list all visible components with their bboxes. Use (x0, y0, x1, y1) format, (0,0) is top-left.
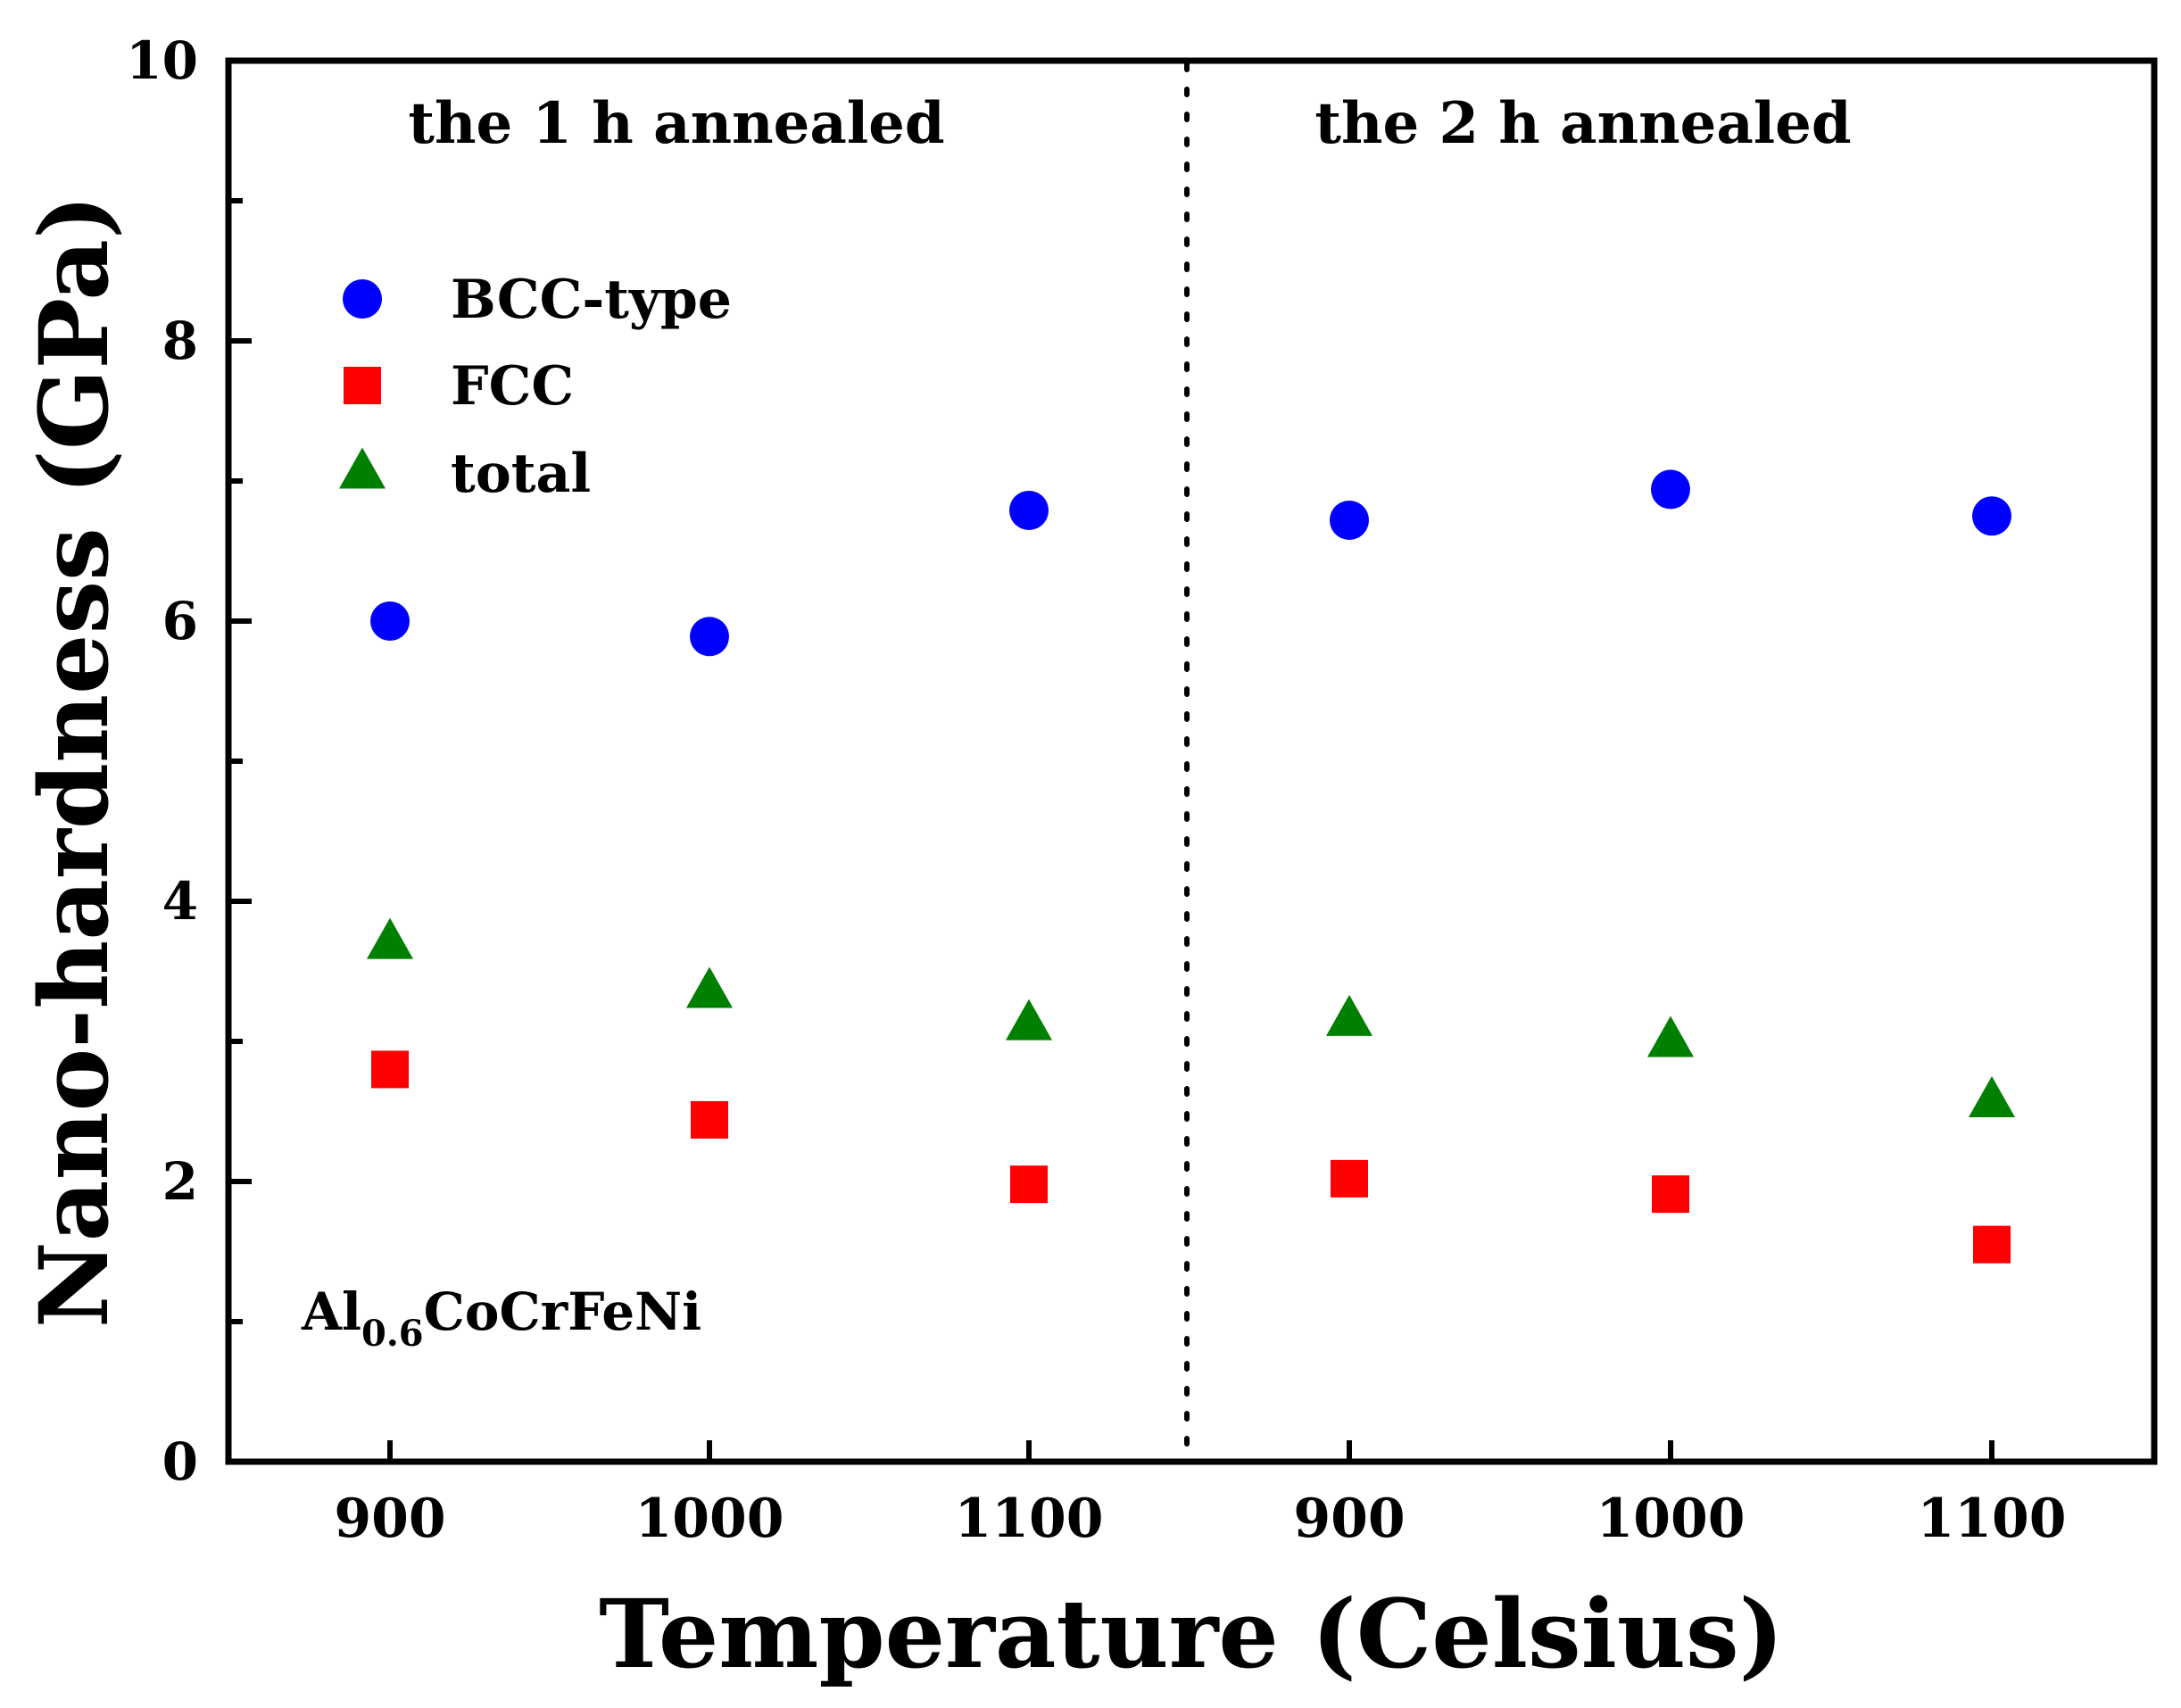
data-marks (367, 469, 2015, 1264)
y-tick-label: 10 (126, 30, 198, 91)
point-total (1969, 1075, 2015, 1117)
y-axis: 0 2 4 6 8 10 (126, 30, 252, 1492)
point-fcc (371, 1050, 409, 1089)
alloy-subscript: 0.6 (361, 1313, 424, 1355)
y-tick-label: 2 (162, 1151, 198, 1212)
x-tick-label: 1100 (1918, 1488, 2067, 1550)
point-fcc (1331, 1159, 1368, 1198)
legend-label-fcc: FCC (451, 355, 574, 418)
legend: BCC-type FCC total (339, 269, 732, 505)
point-bcc-type (1009, 490, 1049, 530)
legend-marker-bcc-type (343, 279, 382, 319)
y-tick-label: 8 (162, 311, 198, 371)
point-bcc-type (1330, 500, 1369, 540)
x-tick-label: 900 (334, 1488, 445, 1550)
group-label-2h: the 2 h annealed (1314, 90, 1851, 157)
y-axis-label: Nano-hardness (GPa) (18, 195, 129, 1328)
point-total (1006, 999, 1052, 1041)
point-bcc-type (1972, 496, 2011, 536)
legend-marker-fcc (344, 367, 381, 404)
x-tick-label: 1000 (1596, 1488, 1746, 1550)
x-tick-label: 900 (1293, 1488, 1405, 1550)
group-label-1h: the 1 h annealed (408, 90, 944, 157)
point-total (1647, 1016, 1694, 1057)
point-total (367, 917, 413, 959)
alloy-main: Al (301, 1281, 361, 1342)
point-bcc-type (370, 601, 410, 641)
point-fcc (691, 1100, 728, 1139)
point-fcc (1010, 1165, 1048, 1204)
x-tick-label: 1100 (955, 1488, 1104, 1550)
point-total (1326, 994, 1372, 1036)
y-tick-label: 0 (162, 1431, 198, 1492)
y-tick-label: 4 (162, 871, 198, 932)
legend-label-bcc-type: BCC-type (451, 269, 732, 331)
point-fcc (1973, 1225, 2011, 1264)
point-fcc (1652, 1175, 1689, 1214)
y-tick-label: 6 (162, 591, 198, 651)
legend-marker-total (339, 447, 386, 489)
point-bcc-type (690, 617, 729, 657)
point-total (686, 966, 733, 1008)
legend-label-total: total (451, 443, 591, 505)
x-axis: 900 1000 1100 900 1000 1100 (334, 1440, 2067, 1550)
x-axis-label: Temperature (Celsius) (599, 1578, 1784, 1689)
alloy-annotation: Al0.6CoCrFeNi (301, 1281, 701, 1355)
alloy-rest: CoCrFeNi (424, 1281, 702, 1342)
x-tick-label: 1000 (635, 1488, 784, 1550)
point-bcc-type (1651, 469, 1690, 510)
